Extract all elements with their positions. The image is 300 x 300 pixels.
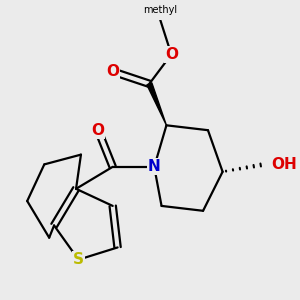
Text: methyl: methyl <box>143 5 177 15</box>
Text: O: O <box>165 47 178 62</box>
Text: O: O <box>106 64 119 79</box>
Text: N: N <box>148 159 161 174</box>
Text: S: S <box>73 252 84 267</box>
Polygon shape <box>147 83 166 125</box>
Text: OH: OH <box>272 157 297 172</box>
Text: O: O <box>92 123 104 138</box>
